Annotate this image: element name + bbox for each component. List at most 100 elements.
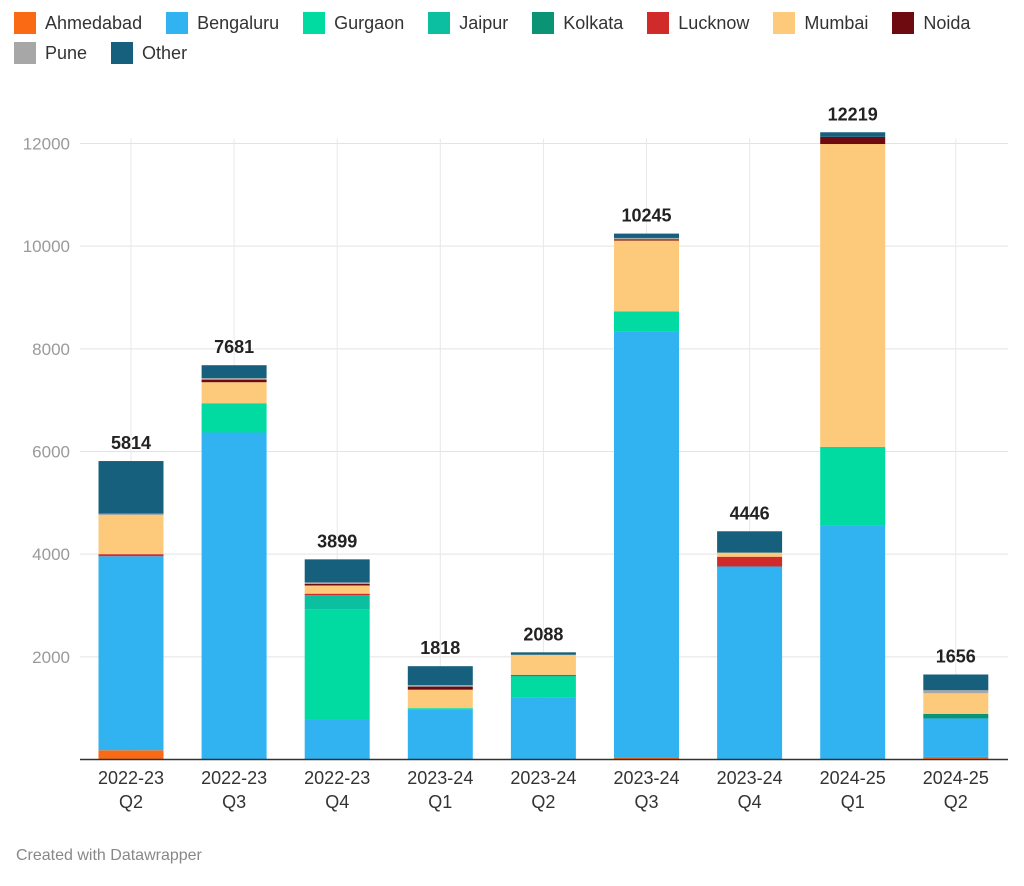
x-tick-label-quarter-7: Q1 — [841, 792, 865, 812]
legend-item-kolkata: Kolkata — [532, 12, 623, 34]
bar-segment-ahmedabad-8 — [923, 756, 989, 760]
bar-segment-bengaluru-0 — [98, 556, 164, 751]
y-tick-label-10000: 10000 — [23, 237, 70, 256]
bar-segment-other-0 — [98, 461, 164, 514]
total-label-8: 1656 — [936, 646, 976, 666]
x-tick-label-quarter-3: Q1 — [428, 792, 452, 812]
bar-segment-pune-1 — [201, 378, 267, 380]
bar-segment-gurgaon-5 — [614, 311, 679, 332]
bar-segment-mumbai-4 — [510, 654, 576, 675]
legend-item-bengaluru: Bengaluru — [166, 12, 279, 34]
total-label-7: 12219 — [828, 104, 878, 124]
bar-segment-mumbai-6 — [717, 552, 783, 557]
x-tick-label-quarter-4: Q2 — [531, 792, 555, 812]
bar-segment-bengaluru-5 — [614, 331, 679, 758]
legend-item-gurgaon: Gurgaon — [303, 12, 404, 34]
bar-segment-bengaluru-8 — [923, 718, 989, 757]
x-tick-label-quarter-1: Q3 — [222, 792, 246, 812]
legend-label: Bengaluru — [197, 12, 280, 33]
legend-item-ahmedabad: Ahmedabad — [14, 12, 142, 34]
x-tick-label-year-7: 2024-25 — [820, 768, 886, 788]
x-tick-label-year-2: 2022-23 — [304, 768, 370, 788]
legend-swatch — [14, 42, 36, 64]
legend-label: Noida — [923, 12, 971, 33]
x-tick-label-year-5: 2023-24 — [613, 768, 679, 788]
bar-segment-pune-2 — [304, 582, 370, 584]
bar-segment-bengaluru-3 — [407, 709, 473, 760]
bar-segment-other-4 — [510, 652, 576, 655]
bar-segment-gurgaon-4 — [510, 676, 576, 698]
legend-label: Jaipur — [459, 12, 509, 33]
bar-segment-other-8 — [923, 674, 989, 691]
bar-segment-noida-5 — [614, 239, 679, 241]
footer-credit: Created with Datawrapper — [16, 847, 202, 864]
bar-segment-lucknow-0 — [98, 554, 164, 557]
legend-label: Other — [142, 42, 188, 63]
y-tick-label-6000: 6000 — [32, 443, 70, 462]
bar-segment-bengaluru-4 — [510, 697, 576, 760]
bar-segment-kolkata-8 — [923, 713, 989, 719]
legend-label: Pune — [45, 42, 88, 63]
x-tick-label-year-8: 2024-25 — [923, 768, 989, 788]
bar-segment-pune-8 — [923, 690, 989, 694]
bar-segment-noida-1 — [201, 379, 267, 383]
total-label-4: 2088 — [523, 624, 563, 644]
legend-item-other: Other — [111, 42, 187, 64]
x-tick-label-quarter-6: Q4 — [738, 792, 762, 812]
bar-segment-bengaluru-7 — [820, 525, 886, 760]
legend-label: Kolkata — [563, 12, 624, 33]
bar-segment-bengaluru-2 — [304, 719, 370, 760]
bar-segment-kolkata-4 — [510, 674, 576, 677]
chart-legend: Ahmedabad Bengaluru Gurgaon Jaipur Kolkata Lu… — [14, 12, 1014, 64]
bar-segment-other-1 — [201, 365, 267, 379]
x-tick-label-year-1: 2022-23 — [201, 768, 267, 788]
legend-label: Mumbai — [804, 12, 869, 33]
y-tick-label-12000: 12000 — [23, 135, 70, 154]
legend-item-lucknow: Lucknow — [647, 12, 749, 34]
bar-segment-mumbai-0 — [98, 515, 164, 555]
total-label-3: 1818 — [420, 638, 460, 658]
bar-segment-noida-3 — [407, 686, 473, 690]
legend-item-noida: Noida — [892, 12, 970, 34]
x-tick-label-year-0: 2022-23 — [98, 768, 164, 788]
total-label-0: 5814 — [111, 433, 151, 453]
bar-segment-other-7 — [820, 132, 886, 137]
y-tick-label-4000: 4000 — [32, 545, 70, 564]
bar-segment-noida-2 — [304, 583, 370, 586]
bar-segment-pune-3 — [407, 685, 473, 687]
legend-swatch — [773, 12, 796, 34]
legend-item-pune: Pune — [14, 42, 87, 64]
bar-segment-mumbai-1 — [201, 382, 267, 404]
bar-segment-mumbai-5 — [614, 240, 679, 312]
x-tick-label-year-3: 2023-24 — [407, 768, 473, 788]
bar-segment-other-6 — [717, 531, 783, 553]
bar-segment-jaipur-2 — [304, 595, 370, 610]
bar-segment-mumbai-2 — [304, 585, 370, 594]
bar-segment-gurgaon-3 — [407, 708, 473, 710]
bar-segment-mumbai-7 — [820, 144, 886, 447]
legend-swatch — [647, 12, 670, 34]
bar-segment-other-5 — [614, 233, 679, 238]
legend-swatch — [111, 42, 134, 64]
y-tick-label-8000: 8000 — [32, 340, 70, 359]
bar-segment-ahmedabad-0 — [98, 750, 164, 760]
legend-swatch — [303, 12, 326, 34]
x-tick-label-quarter-0: Q2 — [119, 792, 143, 812]
bar-segment-ahmedabad-5 — [614, 757, 679, 760]
x-tick-label-quarter-2: Q4 — [325, 792, 349, 812]
bar-segment-mumbai-8 — [923, 693, 989, 714]
legend-swatch — [428, 12, 451, 34]
total-label-6: 4446 — [730, 503, 770, 523]
legend-item-mumbai: Mumbai — [773, 12, 868, 34]
legend-label: Gurgaon — [334, 12, 405, 33]
legend-label: Lucknow — [678, 12, 750, 33]
bar-segment-bengaluru-6 — [717, 566, 783, 760]
bar-segment-bengaluru-1 — [201, 432, 267, 760]
bar-segment-noida-7 — [820, 136, 886, 145]
legend-swatch — [892, 12, 915, 34]
total-label-5: 10245 — [621, 206, 671, 226]
total-label-2: 3899 — [317, 531, 357, 551]
x-tick-label-year-4: 2023-24 — [510, 768, 576, 788]
bar-segment-gurgaon-1 — [201, 403, 267, 433]
